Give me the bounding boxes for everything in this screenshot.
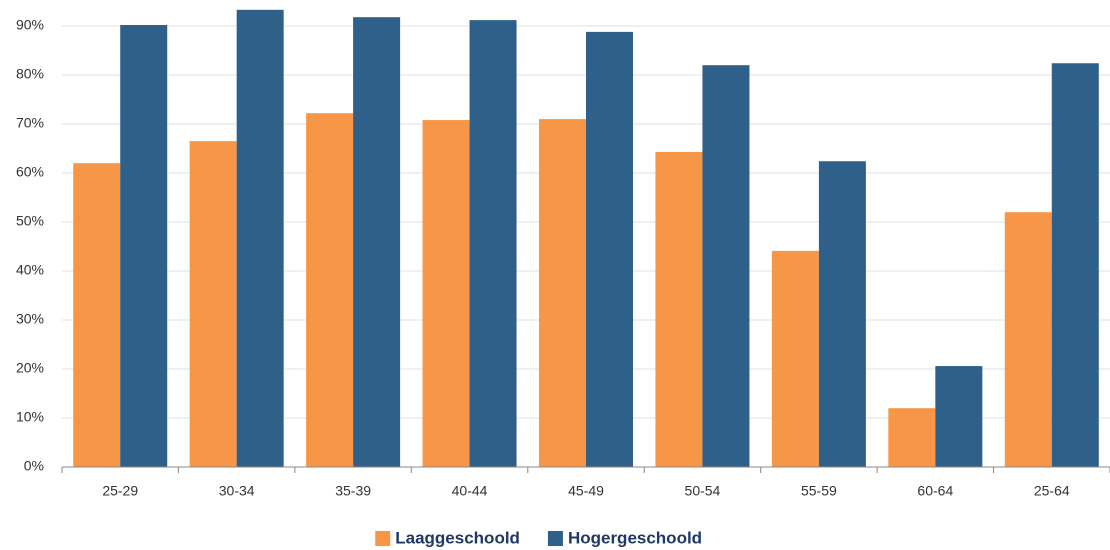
x-tick-label: 30-34 <box>219 483 255 499</box>
bar <box>539 119 586 467</box>
x-tick-label: 35-39 <box>335 483 371 499</box>
bar <box>935 366 983 467</box>
y-tick-label: 60% <box>16 164 44 180</box>
bar <box>306 113 354 467</box>
legend-swatch <box>375 531 391 546</box>
y-tick-label: 40% <box>16 262 44 278</box>
bar <box>586 31 633 467</box>
y-tick-label: 70% <box>16 115 44 131</box>
x-tick-label: 25-29 <box>102 483 138 499</box>
x-tick-label: 50-54 <box>685 483 721 499</box>
x-tick-label: 55-59 <box>801 483 837 499</box>
bar <box>888 408 936 467</box>
bar <box>1051 63 1099 468</box>
y-tick-label: 90% <box>16 17 44 33</box>
y-tick-label: 0% <box>24 458 44 474</box>
bar <box>189 141 237 467</box>
x-tick-label: 45-49 <box>568 483 604 499</box>
x-tick-label: 60-64 <box>917 483 953 499</box>
bar <box>120 25 168 468</box>
bar <box>422 120 470 467</box>
bar <box>1004 212 1052 467</box>
y-tick-label: 80% <box>16 66 44 82</box>
bar <box>818 161 866 468</box>
bar <box>702 65 750 467</box>
bar <box>353 17 401 468</box>
bar <box>236 9 284 468</box>
x-tick-label: 40-44 <box>452 483 488 499</box>
legend-label: Hogergeschoold <box>568 528 702 547</box>
y-tick-label: 10% <box>16 409 44 425</box>
y-tick-label: 20% <box>16 360 44 376</box>
legend-label: Laaggeschoold <box>395 528 520 547</box>
bar <box>73 163 121 467</box>
legend-swatch <box>547 531 563 546</box>
y-tick-label: 30% <box>16 311 44 327</box>
bar <box>771 250 819 467</box>
y-tick-label: 50% <box>16 213 44 229</box>
x-tick-label: 25-64 <box>1034 483 1070 499</box>
bar <box>469 20 517 468</box>
bar <box>655 151 703 467</box>
